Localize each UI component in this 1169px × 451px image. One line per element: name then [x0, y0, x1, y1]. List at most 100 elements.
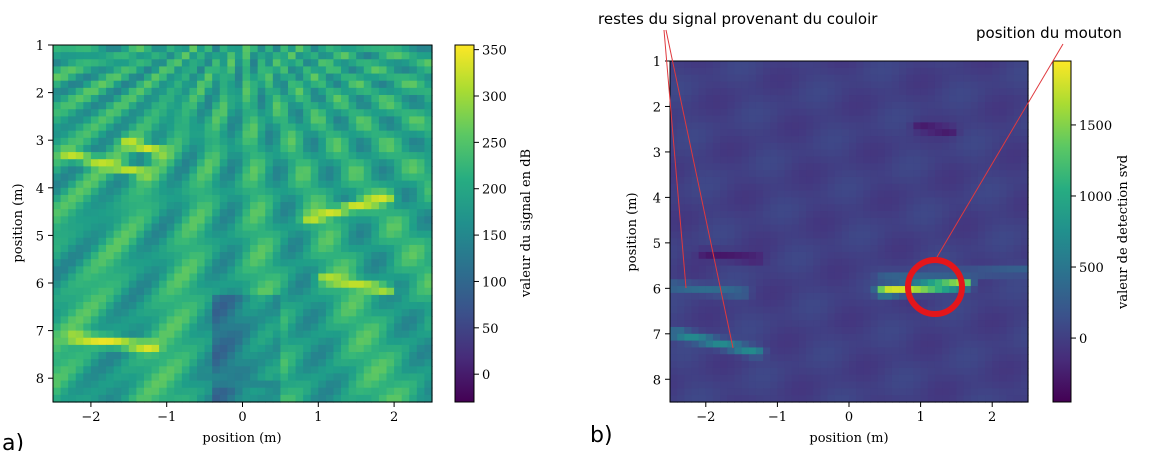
heatmap-cell: [1006, 136, 1015, 144]
heatmap-cell: [827, 170, 836, 178]
heatmap-cell: [977, 326, 986, 335]
heatmap-cell: [777, 88, 786, 96]
heatmap-cell: [424, 337, 433, 346]
heatmap-cell: [698, 299, 707, 308]
heatmap-cell: [877, 176, 886, 185]
heatmap-cell: [181, 244, 191, 253]
heatmap-cell: [1013, 183, 1022, 192]
heatmap-cell: [870, 286, 879, 294]
heatmap-cell: [265, 66, 274, 75]
heatmap-cell: [371, 252, 380, 260]
heatmap-cell: [720, 142, 728, 151]
heatmap-cell: [734, 347, 743, 355]
heatmap-cell: [856, 347, 864, 355]
heatmap-cell: [741, 170, 750, 178]
heatmap-cell: [159, 352, 168, 360]
heatmap-cell: [763, 320, 771, 328]
heatmap-cell: [212, 173, 221, 182]
heatmap-cell: [999, 279, 1008, 287]
heatmap-cell: [820, 67, 829, 76]
heatmap-cell: [784, 347, 793, 355]
heatmap-cell: [963, 129, 972, 137]
heatmap-cell: [98, 294, 107, 303]
heatmap-cell: [53, 144, 62, 153]
heatmap-cell: [985, 183, 993, 192]
heatmap-cell: [159, 194, 168, 203]
heatmap-cell: [106, 45, 115, 53]
heatmap-cell: [106, 59, 115, 68]
heatmap-cell: [197, 180, 206, 189]
heatmap-cell: [734, 306, 743, 314]
heatmap-cell: [121, 223, 130, 232]
heatmap-cell: [813, 101, 821, 110]
heatmap-cell: [870, 320, 879, 328]
heatmap-cell: [98, 166, 107, 175]
heatmap-cell: [677, 129, 685, 137]
heatmap-cell: [265, 52, 274, 60]
heatmap-cell: [755, 115, 764, 123]
heatmap-cell: [784, 61, 793, 69]
heatmap-cell: [197, 323, 206, 332]
heatmap-cell: [257, 344, 266, 353]
heatmap-cell: [820, 108, 829, 117]
heatmap-cell: [159, 244, 168, 253]
heatmap-cell: [934, 217, 943, 226]
heatmap-cell: [106, 280, 115, 289]
heatmap-cell: [698, 74, 707, 83]
heatmap-cell: [174, 94, 183, 103]
heatmap-cell: [899, 81, 907, 89]
heatmap-cell: [257, 66, 266, 75]
heatmap-cell: [90, 159, 100, 167]
heatmap-cell: [777, 361, 786, 369]
heatmap-cell: [1006, 61, 1015, 69]
heatmap-cell: [378, 80, 388, 89]
heatmap-cell: [741, 61, 750, 69]
heatmap-cell: [949, 381, 957, 389]
heatmap-cell: [748, 142, 757, 151]
heatmap-cell: [870, 340, 879, 349]
heatmap-cell: [1006, 142, 1015, 151]
heatmap-cell: [891, 81, 900, 89]
heatmap-cell: [877, 183, 886, 192]
heatmap-cell: [720, 211, 728, 219]
heatmap-cell: [181, 394, 191, 403]
heatmap-cell: [280, 80, 289, 89]
heatmap-cell: [75, 359, 84, 367]
heatmap-cell: [409, 294, 418, 303]
heatmap-cell: [325, 87, 335, 96]
heatmap-cell: [287, 187, 297, 196]
heatmap-cell: [849, 388, 857, 396]
heatmap-cell: [121, 373, 130, 382]
heatmap-cell: [310, 380, 319, 389]
heatmap-cell: [798, 292, 807, 301]
heatmap-cell: [1013, 197, 1022, 205]
heatmap-cell: [174, 137, 183, 146]
heatmap-cell: [863, 231, 872, 239]
heatmap-cell: [913, 245, 922, 253]
heatmap-cell: [401, 344, 410, 353]
heatmap-cell: [272, 323, 281, 332]
heatmap-cell: [763, 354, 771, 362]
heatmap-cell: [849, 306, 857, 314]
heatmap-cell: [720, 190, 728, 198]
heatmap-cell: [197, 123, 206, 132]
heatmap-cell: [378, 230, 388, 239]
heatmap-cell: [877, 142, 886, 151]
heatmap-cell: [698, 279, 707, 287]
heatmap-cell: [416, 266, 426, 275]
heatmap-cell: [970, 272, 979, 280]
heatmap-cell: [748, 367, 757, 376]
heatmap-cell: [884, 245, 893, 253]
heatmap-cell: [956, 156, 965, 164]
heatmap-cell: [318, 280, 327, 289]
heatmap-cell: [863, 101, 872, 110]
heatmap-cell: [333, 287, 342, 296]
heatmap-cell: [68, 130, 77, 139]
heatmap-cell: [272, 166, 281, 175]
heatmap-cell: [151, 394, 160, 403]
heatmap-cell: [856, 340, 864, 349]
heatmap-cell: [143, 152, 153, 160]
heatmap-cell: [363, 123, 372, 132]
heatmap-cell: [942, 67, 950, 76]
heatmap-cell: [985, 306, 993, 314]
